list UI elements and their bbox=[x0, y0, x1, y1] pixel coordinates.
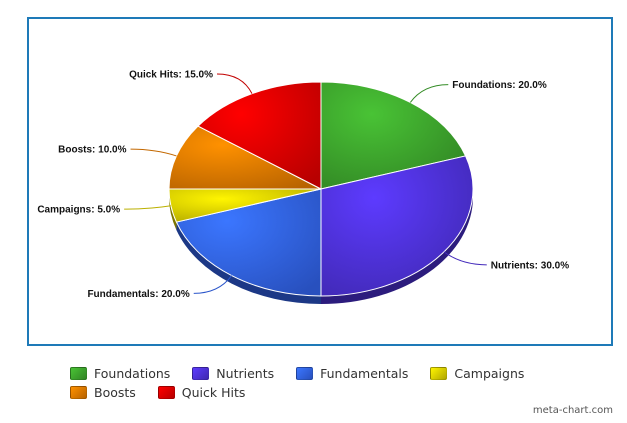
slice-label-boosts: Boosts: 10.0% bbox=[58, 145, 126, 156]
legend-label: Foundations bbox=[94, 366, 171, 381]
legend-label: Fundamentals bbox=[320, 366, 409, 381]
legend-label: Boosts bbox=[94, 385, 136, 400]
pie-slice-foundations[interactable] bbox=[320, 81, 467, 190]
legend-swatch bbox=[70, 386, 87, 399]
legend-label: Campaigns bbox=[454, 366, 525, 381]
leader-line-quick-hits bbox=[217, 73, 253, 94]
pie-chart: Foundations: 20.0% Nutrients: 30.0% Fundam… bbox=[37, 70, 569, 304]
slice-label-campaigns: Campaigns: 5.0% bbox=[37, 205, 120, 216]
pie-side-campaigns bbox=[169, 189, 177, 231]
pie-slice-fundamentals[interactable] bbox=[175, 188, 322, 297]
legend-item-foundations[interactable]: Foundations bbox=[70, 366, 170, 381]
legend-swatch bbox=[70, 367, 87, 380]
leader-line-nutrients bbox=[443, 251, 487, 266]
leader-line-fundamentals bbox=[193, 275, 233, 294]
legend-swatch bbox=[192, 367, 210, 380]
slice-label-fundamentals: Fundamentals: 20.0% bbox=[87, 289, 189, 300]
slice-label-foundations: Foundations: 20.0% bbox=[452, 80, 547, 91]
legend-swatch bbox=[296, 367, 314, 380]
legend-item-campaigns[interactable]: Campaigns bbox=[430, 366, 524, 381]
slice-label-nutrients: Nutrients: 30.0% bbox=[491, 260, 569, 271]
legend-item-nutrients[interactable]: Nutrients bbox=[192, 366, 274, 381]
slice-label-quick-hits: Quick Hits: 15.0% bbox=[129, 70, 213, 81]
legend-swatch bbox=[157, 386, 175, 399]
legend-label: Quick Hits bbox=[181, 385, 246, 400]
leader-line-campaigns bbox=[124, 205, 171, 210]
legend-item-quick-hits[interactable]: Quick Hits bbox=[157, 385, 246, 400]
legend-item-fundamentals[interactable]: Fundamentals bbox=[296, 366, 408, 381]
legend-item-boosts[interactable]: Boosts bbox=[70, 385, 136, 400]
leader-line-foundations bbox=[409, 84, 449, 103]
credit-text[interactable]: meta-chart.com bbox=[532, 405, 613, 416]
legend: Foundations Nutrients Fundamentals Campaign… bbox=[70, 366, 590, 404]
legend-label: Nutrients bbox=[216, 366, 275, 381]
legend-swatch bbox=[430, 367, 448, 380]
chart-frame: Foundations: 20.0% Nutrients: 30.0% Fundam… bbox=[27, 17, 613, 346]
leader-line-boosts bbox=[130, 148, 177, 157]
